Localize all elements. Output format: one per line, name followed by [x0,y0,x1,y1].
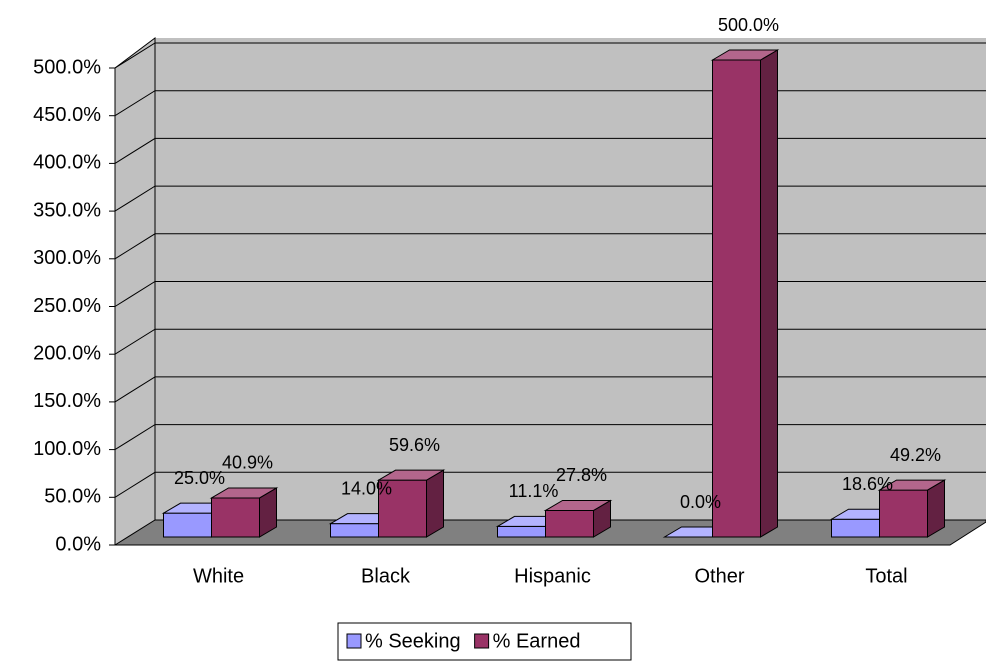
bar [163,512,212,538]
value-label: 59.6% [389,435,440,455]
y-tick-label: 450.0% [33,104,101,126]
grid-line [114,42,986,69]
grid-line [114,185,986,212]
grid-line [114,233,986,260]
y-tick-label: 300.0% [33,247,101,269]
value-label: 11.1% [509,481,559,501]
bar [211,497,260,538]
bar-top [209,487,279,499]
y-tick-label: 200.0% [33,342,101,364]
value-label: 0.0% [680,492,721,512]
bar-top [877,479,947,491]
value-label: 14.0% [341,478,392,498]
y-tick-label: 250.0% [33,295,101,317]
y-tick-label: 500.0% [33,56,101,78]
y-tick-label: 400.0% [33,152,101,174]
grid-line [114,376,986,403]
x-tick-label: Black [361,565,411,587]
y-tick-label: 50.0% [44,486,101,508]
legend-swatch [346,633,362,649]
bar [497,525,546,538]
y-tick-label: 150.0% [33,390,101,412]
bar [879,489,928,538]
grid-line [114,281,986,307]
grid-line [114,90,986,117]
grid-line [114,328,986,355]
value-label: 49.2% [890,445,941,465]
value-label: 500.0% [718,15,779,35]
bar-top [710,49,780,61]
bar-top [543,499,613,511]
legend-label: % Seeking [365,630,461,652]
x-tick-label: Other [694,565,744,587]
bar-side [760,49,778,538]
grid-line [114,137,986,164]
x-tick-label: Hispanic [514,565,591,587]
bar [545,509,594,538]
legend-swatch [474,633,490,649]
x-tick-label: White [193,565,244,587]
bar-top [376,469,446,481]
y-tick-label: 100.0% [33,438,101,460]
y-tick-label: 350.0% [33,199,101,221]
value-label: 40.9% [222,453,273,473]
grid-line [114,471,986,498]
bar-side [426,469,444,538]
x-tick-label: Total [865,565,907,587]
y-tick-label: 0.0% [55,533,101,555]
bar [831,518,880,538]
value-label: 25.0% [174,468,225,488]
bar [330,523,379,538]
value-label: 27.8% [556,465,607,485]
grid-line [114,424,986,451]
legend-label: % Earned [493,630,581,652]
value-label: 18.6% [842,474,893,494]
bar [712,59,761,538]
